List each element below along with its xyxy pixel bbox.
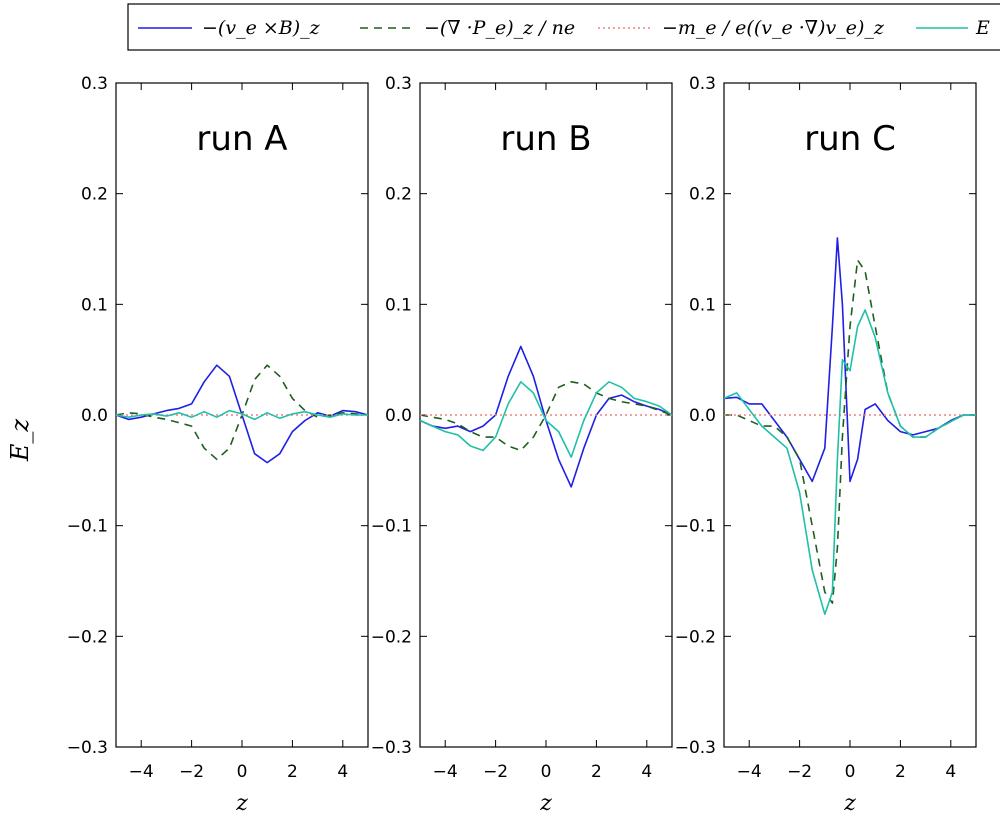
y-tick-label: −0.1 bbox=[675, 517, 716, 537]
series-line-E bbox=[115, 409, 368, 421]
series-line-divP bbox=[115, 364, 369, 461]
series-line-vxB bbox=[723, 237, 976, 483]
y-tick-label: 0.0 bbox=[81, 406, 108, 426]
x-tick-label: 0 bbox=[237, 762, 248, 782]
x-tick-label: 0 bbox=[845, 762, 856, 782]
x-tick-label: 4 bbox=[337, 762, 348, 782]
legend-label-inertia: −m_e / e((v_e ·∇)v_e)_z bbox=[662, 17, 885, 39]
y-tick-label: −0.3 bbox=[371, 738, 412, 758]
y-tick-label: −0.1 bbox=[67, 517, 108, 537]
x-tick-label: −4 bbox=[737, 762, 762, 782]
x-tick-label: 4 bbox=[641, 762, 652, 782]
legend: −(v_e ×B)_z −(∇ ·P_e)_z / ne −m_e / e((v… bbox=[127, 3, 1000, 51]
series-line-vxB bbox=[419, 345, 673, 488]
y-tick-label: 0.3 bbox=[689, 74, 716, 94]
x-tick-label: 0 bbox=[541, 762, 552, 782]
y-tick-label: −0.3 bbox=[67, 738, 108, 758]
y-tick-label: −0.2 bbox=[67, 627, 108, 647]
x-axis-label: z bbox=[843, 791, 856, 816]
series-line-divP bbox=[724, 259, 976, 604]
y-tick-label: 0.2 bbox=[81, 185, 108, 205]
x-axis-label: z bbox=[539, 791, 552, 816]
y-tick-label: 0.3 bbox=[81, 74, 108, 94]
y-tick-label: −0.1 bbox=[371, 517, 412, 537]
y-tick-label: 0.0 bbox=[689, 406, 716, 426]
y-tick-label: 0.0 bbox=[385, 406, 412, 426]
panel-title: run A bbox=[196, 119, 287, 159]
x-tick-label: 4 bbox=[945, 762, 956, 782]
x-tick-label: −2 bbox=[787, 762, 812, 782]
x-tick-label: −2 bbox=[179, 762, 204, 782]
x-tick-label: −2 bbox=[483, 762, 508, 782]
panel-title: run B bbox=[500, 119, 591, 159]
y-tick-label: −0.2 bbox=[371, 627, 412, 647]
y-tick-label: 0.1 bbox=[385, 295, 412, 315]
y-tick-label: −0.2 bbox=[675, 627, 716, 647]
x-tick-label: 2 bbox=[591, 762, 602, 782]
y-tick-label: 0.2 bbox=[385, 185, 412, 205]
legend-label-E: E bbox=[975, 17, 990, 39]
series-line-E bbox=[419, 381, 673, 458]
y-tick-label: 0.1 bbox=[81, 295, 108, 315]
legend-label-divP: −(∇ ·P_e)_z / ne bbox=[424, 17, 575, 39]
x-tick-label: 2 bbox=[287, 762, 298, 782]
series-line-divP bbox=[419, 381, 673, 452]
y-tick-label: 0.1 bbox=[689, 295, 716, 315]
panel-3: 0.3 0.2 0.1 0.0 −0.1 −0.2 −0.3 −4 −2 0 2 4 z run C bbox=[675, 74, 977, 816]
legend-frame bbox=[127, 3, 1000, 51]
x-axis-label: z bbox=[235, 791, 248, 816]
y-tick-label: 0.2 bbox=[689, 185, 716, 205]
y-tick-label: −0.3 bbox=[675, 738, 716, 758]
y-tick-label: 0.3 bbox=[385, 74, 412, 94]
y-axis-label: E_z bbox=[6, 419, 34, 463]
panel-1: 0.3 0.2 0.1 0.0 −0.1 −0.2 −0.3 −4 −2 0 2 4 z run A bbox=[67, 74, 369, 816]
series-line-E bbox=[723, 309, 976, 615]
x-tick-label: −4 bbox=[433, 762, 458, 782]
legend-label-vxB: −(v_e ×B)_z bbox=[202, 17, 321, 39]
panel-title: run C bbox=[804, 119, 896, 159]
panel-2: 0.3 0.2 0.1 0.0 −0.1 −0.2 −0.3 −4 −2 0 2 4 z run B bbox=[371, 74, 673, 816]
x-tick-label: 2 bbox=[895, 762, 906, 782]
x-tick-label: −4 bbox=[129, 762, 154, 782]
